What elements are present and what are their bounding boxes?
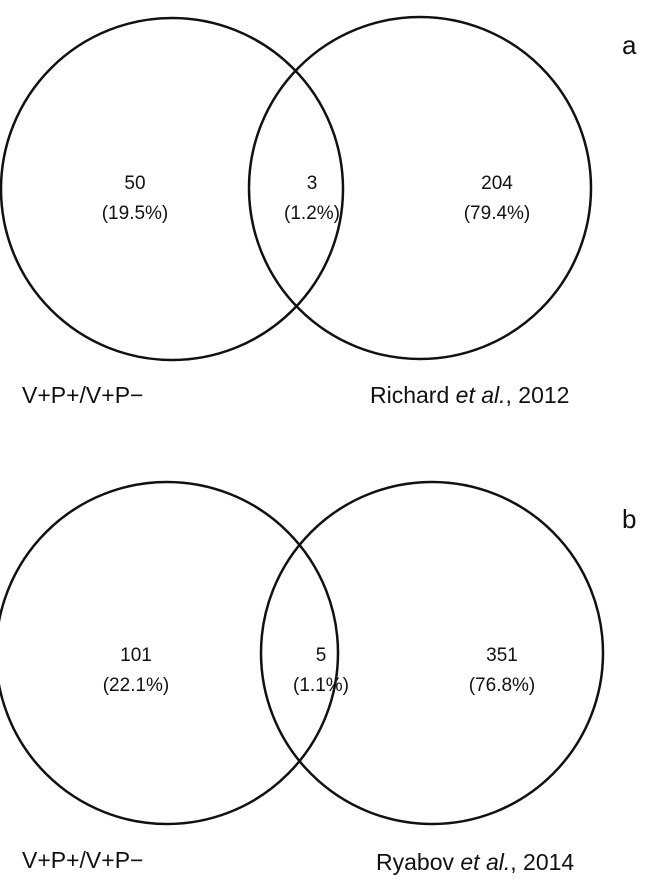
right-set-circle-a xyxy=(247,15,593,361)
right-set-year-b: , 2014 xyxy=(510,849,574,875)
left-set-circle-a xyxy=(0,16,345,362)
left-only-count-a: 50 xyxy=(124,173,145,194)
venn-panel-b: b 101 (22.1%) 5 (1.1%) 351 (76.8%) V+P+/… xyxy=(0,480,636,875)
right-only-percent-b: (76.8%) xyxy=(469,675,536,696)
right-set-etal-a: et al. xyxy=(456,382,506,408)
left-only-percent-a: (19.5%) xyxy=(102,203,169,224)
overlap-count-b: 5 xyxy=(316,645,327,666)
right-set-year-a: , 2012 xyxy=(506,382,570,408)
overlap-percent-a: (1.2%) xyxy=(284,203,340,224)
panel-label-b: b xyxy=(622,504,636,534)
left-set-label-a: V+P+/V+P− xyxy=(22,382,143,408)
right-only-count-a: 204 xyxy=(481,173,513,194)
right-set-author-a: Richard xyxy=(370,382,456,408)
venn-panel-a: a 50 (19.5%) 3 (1.2%) 204 (79.4%) V+P+/V… xyxy=(0,15,637,408)
overlap-percent-b: (1.1%) xyxy=(293,675,349,696)
left-only-percent-b: (22.1%) xyxy=(103,675,170,696)
right-set-etal-b: et al. xyxy=(460,849,510,875)
left-set-label-b: V+P+/V+P− xyxy=(22,847,143,873)
right-set-circle-b xyxy=(259,480,605,826)
left-only-count-b: 101 xyxy=(120,645,152,666)
right-set-label-b: Ryabov et al., 2014 xyxy=(376,849,574,875)
panel-label-a: a xyxy=(622,30,637,60)
right-set-label-a: Richard et al., 2012 xyxy=(370,382,569,408)
right-only-percent-a: (79.4%) xyxy=(464,203,531,224)
right-only-count-b: 351 xyxy=(486,645,518,666)
overlap-count-a: 3 xyxy=(307,173,318,194)
right-set-author-b: Ryabov xyxy=(376,849,460,875)
left-set-circle-b xyxy=(0,480,340,826)
